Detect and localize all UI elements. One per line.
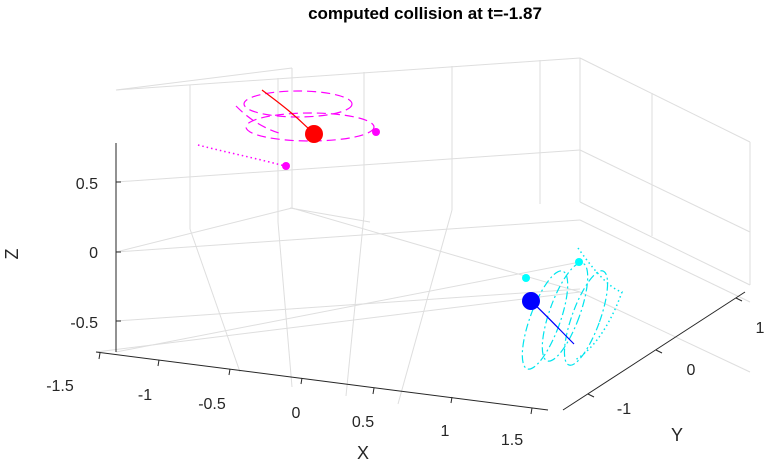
x-tick-label-0: -1.5: [46, 378, 74, 395]
y-tick-label-0: -1: [617, 401, 631, 418]
grid-z-3: [115, 288, 581, 322]
x-tick-label-3: 0: [292, 405, 301, 422]
axis-lines: [95, 143, 746, 415]
cyan-helix-ring-3: [563, 270, 609, 366]
blue-body-marker: [522, 292, 540, 310]
cyan-helix-ring-1: [521, 270, 569, 370]
x-axis-label: X: [357, 443, 369, 461]
z-tick-label-2: 0.5: [76, 176, 98, 193]
x-tick-label-1: -1: [138, 387, 152, 404]
grid-z-2: [115, 219, 581, 253]
z-axis-label: Z: [2, 249, 22, 260]
grid-back-top: [115, 57, 581, 91]
grid-rz-1: [579, 149, 751, 233]
grid-left-top: [115, 67, 293, 91]
cyan-point-2: [575, 258, 583, 266]
red-track: [261, 89, 315, 135]
x-tick-label-5: 1: [441, 423, 450, 440]
magenta-dotted-track: [197, 144, 286, 167]
magenta-helix-ring-1: [243, 90, 353, 118]
magenta-helix-tail: [235, 105, 283, 135]
cyan-dotted-track: [574, 247, 623, 361]
cyan-helix-ring-2: [541, 262, 589, 362]
grid-right-top: [579, 57, 751, 143]
chart-title: computed collision at t=-1.87: [308, 4, 542, 23]
cyan-point-1: [522, 274, 530, 282]
y-axis-line: [562, 291, 746, 411]
blue-track: [530, 300, 575, 345]
y-tick-label-1: 0: [687, 362, 696, 379]
grid-z-1: [115, 149, 581, 183]
x-tick-label-6: 1.5: [501, 432, 523, 449]
x-axis-line: [95, 351, 549, 411]
red-body-marker: [305, 125, 323, 143]
x-tick-label-2: -0.5: [198, 396, 226, 413]
grid-floor-right: [579, 291, 751, 373]
grid-rz-2: [579, 219, 751, 303]
y-tick-labels: -1 0 1: [617, 320, 765, 418]
magenta-helix: [235, 90, 375, 142]
z-tick-label-1: 0: [89, 245, 98, 262]
z-tick-labels: -0.5 0 0.5: [70, 176, 98, 332]
grid-floor-y-3: [291, 207, 581, 293]
x-tick-labels: -1.5 -1 -0.5 0 0.5 1 1.5: [46, 378, 523, 449]
cyan-helix: [521, 262, 609, 370]
x-tick-label-4: 0.5: [352, 414, 374, 431]
grid-floor-y-6: [289, 207, 371, 223]
grid-floor-y-2: [115, 207, 293, 253]
grid-lines: [95, 57, 751, 405]
grid-floor-y-4: [95, 291, 581, 353]
magenta-point-1: [372, 128, 380, 136]
magenta-helix-ring-2: [245, 112, 375, 142]
grid-floor-back: [579, 201, 751, 286]
grid-floor-x-1: [189, 228, 241, 373]
z-tick-label-0: -0.5: [70, 315, 98, 332]
y-axis-label: Y: [671, 425, 683, 445]
grid-floor-y-5: [115, 261, 581, 353]
grid-floor-x-2: [277, 221, 293, 388]
y-tick-label-2: 1: [756, 320, 765, 337]
magenta-point-2: [282, 162, 290, 170]
grid-floor-x-4: [397, 209, 453, 405]
